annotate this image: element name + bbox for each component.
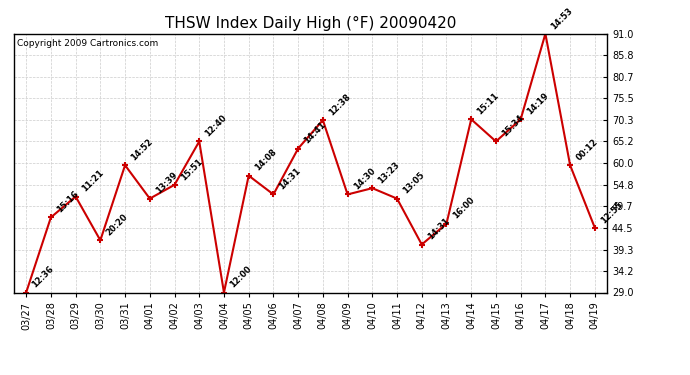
Text: Copyright 2009 Cartronics.com: Copyright 2009 Cartronics.com bbox=[17, 39, 158, 48]
Text: 15:34: 15:34 bbox=[500, 113, 525, 139]
Text: 14:31: 14:31 bbox=[277, 166, 303, 192]
Text: 14:52: 14:52 bbox=[129, 137, 155, 162]
Text: 13:05: 13:05 bbox=[401, 171, 426, 196]
Text: 15:51: 15:51 bbox=[179, 157, 204, 182]
Text: 00:12: 00:12 bbox=[574, 137, 600, 162]
Text: 15:16: 15:16 bbox=[55, 189, 81, 214]
Text: 12:40: 12:40 bbox=[204, 113, 228, 139]
Text: 12:00: 12:00 bbox=[228, 264, 253, 290]
Text: 15:11: 15:11 bbox=[475, 91, 501, 117]
Title: THSW Index Daily High (°F) 20090420: THSW Index Daily High (°F) 20090420 bbox=[165, 16, 456, 31]
Text: 13:39: 13:39 bbox=[154, 171, 179, 196]
Text: 14:30: 14:30 bbox=[352, 166, 377, 192]
Text: 11:21: 11:21 bbox=[80, 168, 105, 194]
Text: 16:00: 16:00 bbox=[451, 196, 476, 221]
Text: 14:41: 14:41 bbox=[302, 120, 328, 146]
Text: 14:08: 14:08 bbox=[253, 148, 278, 173]
Text: 14:31: 14:31 bbox=[426, 216, 451, 242]
Text: 12:55: 12:55 bbox=[599, 200, 624, 225]
Text: 12:36: 12:36 bbox=[30, 264, 56, 290]
Text: 12:38: 12:38 bbox=[327, 92, 352, 117]
Text: 14:19: 14:19 bbox=[525, 91, 550, 117]
Text: 14:53: 14:53 bbox=[549, 6, 575, 31]
Text: 13:23: 13:23 bbox=[377, 160, 402, 185]
Text: 20:20: 20:20 bbox=[104, 212, 130, 237]
